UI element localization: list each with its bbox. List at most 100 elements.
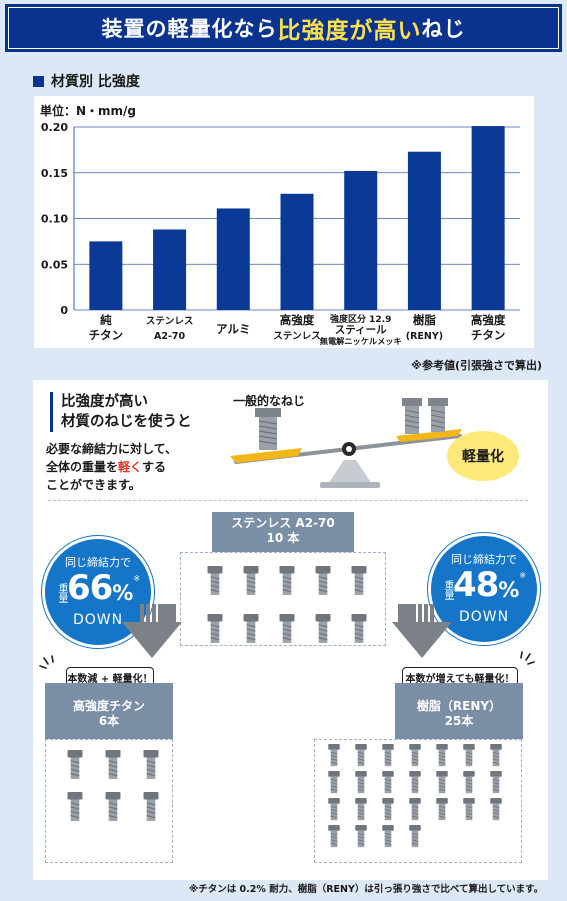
group-stainless-name: ステンレス A2-70 bbox=[231, 516, 335, 530]
headline-line2: 材質のねじを使うと bbox=[61, 414, 192, 430]
bolt-box-titanium bbox=[45, 739, 173, 863]
hex-bolt-icon bbox=[105, 750, 121, 779]
sparkle-icon bbox=[39, 655, 54, 669]
x-tick-label: 強度区分 12.9 bbox=[330, 313, 391, 325]
hex-bolt-icon bbox=[490, 771, 502, 794]
hex-bolt-icon bbox=[328, 771, 340, 794]
section-title: 材質別 比強度 bbox=[33, 71, 140, 91]
banner-prefix: 装置の軽量化なら bbox=[101, 17, 278, 41]
group-stainless-count: 10 本 bbox=[266, 531, 300, 545]
body-line2-b: する bbox=[142, 460, 167, 474]
bar bbox=[216, 208, 250, 310]
down-arrow-icon bbox=[122, 604, 182, 658]
x-tick-label: 高強度 bbox=[280, 313, 315, 327]
hex-bolt-icon bbox=[463, 744, 475, 767]
group-resin-count: 25本 bbox=[444, 714, 474, 728]
x-tick-label: チタン bbox=[471, 328, 506, 342]
title-banner: 装置の軽量化なら 比強度が高い ねじ bbox=[7, 6, 560, 50]
hex-bolt-icon bbox=[382, 825, 394, 848]
bar bbox=[344, 170, 378, 310]
hex-bolt-icon bbox=[243, 614, 259, 643]
hex-bolt-icon bbox=[436, 771, 448, 794]
hex-bolt-icon bbox=[409, 771, 421, 794]
x-tick-label: チタン bbox=[89, 328, 124, 342]
hex-bolt-icon bbox=[207, 614, 223, 643]
reduction-right-down: DOWN bbox=[458, 609, 510, 625]
headline: 比強度が高い 材質のねじを使うと bbox=[50, 392, 192, 432]
reduction-right-mark: ※ bbox=[519, 571, 527, 580]
separator-line bbox=[48, 500, 528, 501]
y-axis-label: 単位：N・mm/g bbox=[40, 103, 136, 118]
hex-bolt-icon bbox=[463, 771, 475, 794]
bar bbox=[280, 193, 314, 310]
x-tick-label: 樹脂 bbox=[413, 313, 436, 327]
group-resin-name: 樹脂（RENY） bbox=[416, 699, 502, 713]
x-tick-label: A2-70 bbox=[154, 331, 186, 342]
bar bbox=[89, 241, 123, 310]
hex-bolt-icon bbox=[351, 566, 367, 595]
body-line2-red: 軽く bbox=[118, 460, 143, 474]
bolt-grid-stainless bbox=[202, 566, 372, 644]
hex-bolt-icon bbox=[490, 798, 502, 821]
hex-bolt-icon bbox=[67, 792, 83, 821]
y-tick-label: 0.05 bbox=[41, 258, 68, 271]
bolt-grid-titanium bbox=[62, 750, 164, 822]
bolt-box-resin bbox=[314, 739, 522, 863]
body-text: 必要な締結力に対して、 全体の重量を軽くする ことができます。 bbox=[46, 440, 177, 494]
bar bbox=[407, 151, 441, 310]
hex-bolt-icon bbox=[351, 614, 367, 643]
hex-bolt-icon bbox=[355, 825, 367, 848]
hex-bolt-icon bbox=[382, 771, 394, 794]
group-tag-stainless: ステンレス A2-70 10 本 bbox=[212, 512, 354, 552]
body-line2-a: 全体の重量を bbox=[46, 460, 119, 474]
chart-panel: 単位：N・mm/g 0 0.05 0.10 0.15 0.20 純チタン ステンレス A2-70… bbox=[34, 96, 534, 348]
reference-note: ※参考値(引張強さで算出) bbox=[411, 359, 542, 372]
hex-bolt-icon bbox=[279, 566, 295, 595]
hex-bolt-icon bbox=[328, 825, 340, 848]
hex-bolt-icon bbox=[436, 798, 448, 821]
reduction-left-mark: ※ bbox=[133, 574, 141, 583]
group-tag-titanium: 高強度チタン 6本 bbox=[45, 683, 173, 739]
y-tick-label: 0 bbox=[60, 304, 68, 317]
x-tick-label: 高強度 bbox=[471, 313, 506, 327]
banner-suffix: ねじ bbox=[421, 17, 466, 41]
hex-bolt-icon bbox=[328, 798, 340, 821]
reduction-left-value-row: 重量 66 % ※ bbox=[45, 568, 151, 608]
hex-bolt-icon bbox=[355, 798, 367, 821]
hex-bolt-icon bbox=[382, 744, 394, 767]
x-tick-label: ステンレス bbox=[146, 316, 194, 327]
x-tick-label: アルミ bbox=[216, 322, 250, 336]
y-tick-label: 0.15 bbox=[41, 167, 68, 180]
group-tag-resin: 樹脂（RENY） 25本 bbox=[395, 683, 523, 739]
y-tick-label: 0.20 bbox=[41, 121, 68, 134]
hex-bolt-icon bbox=[382, 798, 394, 821]
hex-bolt-icon bbox=[436, 744, 448, 767]
x-tick-label: (RENY) bbox=[406, 331, 443, 342]
hex-bolt-icon bbox=[143, 750, 159, 779]
hex-bolt-icon bbox=[315, 614, 331, 643]
hex-bolt-icon bbox=[105, 792, 121, 821]
y-tick-label: 0.10 bbox=[41, 213, 68, 226]
down-arrow-icon bbox=[392, 604, 452, 658]
bar bbox=[471, 126, 505, 311]
bar bbox=[153, 229, 187, 310]
bolt-box-stainless bbox=[180, 552, 386, 646]
reduction-right-caption: 同じ締結力で bbox=[451, 553, 517, 566]
hex-bolt-icon bbox=[490, 744, 502, 767]
x-tick-label: 無電解ニッケルメッキ bbox=[320, 336, 402, 346]
x-tick-label: 純 bbox=[100, 313, 112, 327]
hex-bolt-icon bbox=[328, 744, 340, 767]
reduction-left-unit: % bbox=[112, 581, 134, 605]
reduction-right-prefix: 重量 bbox=[441, 580, 453, 600]
reduction-left-down: DOWN bbox=[72, 612, 124, 628]
hex-bolt-icon bbox=[409, 798, 421, 821]
banner-highlight: 比強度が高い bbox=[277, 18, 422, 44]
reduction-left-caption: 同じ締結力で bbox=[65, 556, 131, 569]
hex-bolt-icon bbox=[463, 798, 475, 821]
x-tick-label: ステンレス bbox=[273, 331, 321, 342]
bolt-grid-resin bbox=[325, 744, 505, 848]
group-titanium-name: 高強度チタン bbox=[72, 699, 145, 713]
reduction-left-value: 66 bbox=[66, 568, 113, 608]
hex-bolt-icon bbox=[409, 744, 421, 767]
